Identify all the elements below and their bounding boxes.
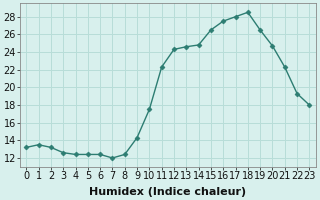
X-axis label: Humidex (Indice chaleur): Humidex (Indice chaleur)	[89, 187, 246, 197]
